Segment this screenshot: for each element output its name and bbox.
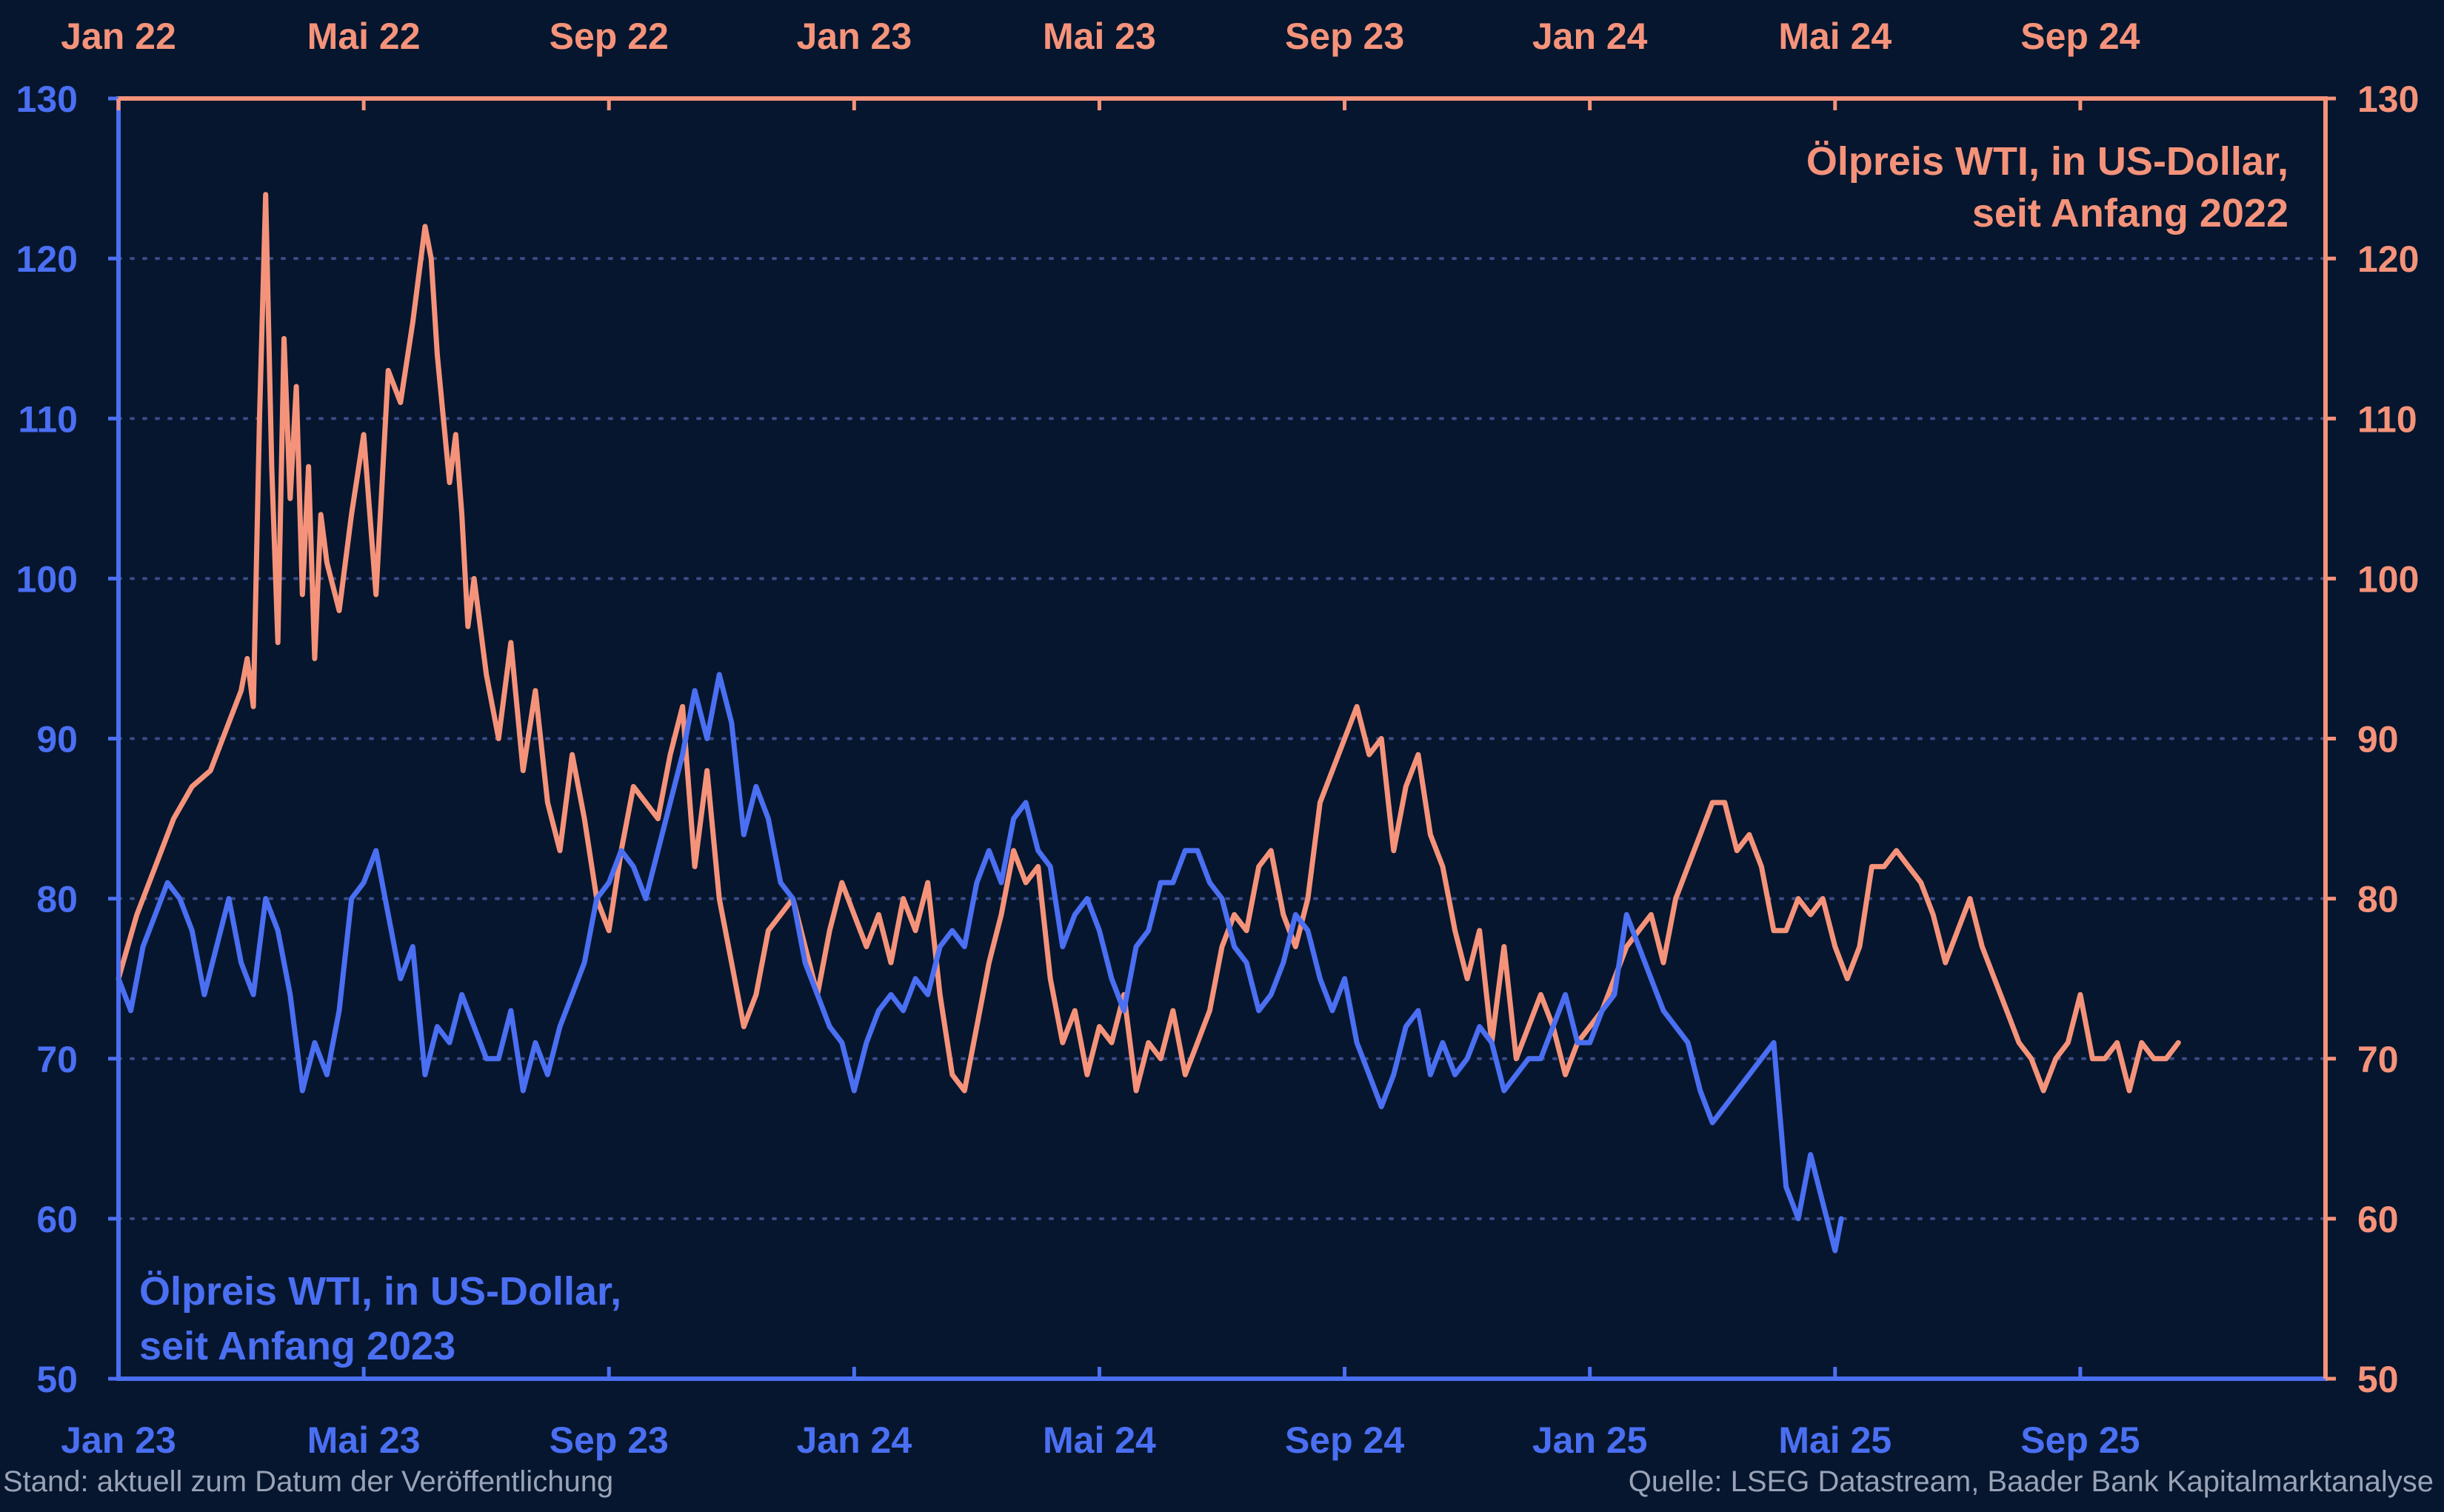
series-line-2022 (116, 192, 2181, 1094)
bottom-tick-label-1: Mai 23 (307, 1419, 421, 1461)
left-tick-label-120: 120 (16, 238, 78, 280)
axes (108, 96, 2336, 1381)
right-tick-label-80: 80 (2357, 879, 2399, 920)
left-tick-label-70: 70 (36, 1039, 78, 1080)
right-tick-label-50: 50 (2357, 1359, 2399, 1400)
right-tick-label-70: 70 (2357, 1039, 2399, 1080)
top-tick-label-3: Jan 23 (796, 16, 912, 57)
series-lines (116, 192, 2181, 1254)
top-tick-label-4: Mai 23 (1043, 16, 1156, 57)
left-tick-label-50: 50 (36, 1359, 78, 1400)
legend-2022-line-1: Ölpreis WTI, in US-Dollar, (1806, 139, 2288, 184)
series-line-2023 (116, 672, 1844, 1254)
left-tick-label-130: 130 (16, 78, 78, 120)
right-tick-label-90: 90 (2357, 719, 2399, 760)
bottom-tick-label-4: Mai 24 (1043, 1419, 1156, 1461)
tick-labels: 50 50 60 60 70 70 80 80 90 90 100 100 110 110 120 120 13… (16, 16, 2420, 1461)
top-tick-label-0: Jan 22 (61, 16, 176, 57)
footer-source: Quelle: LSEG Datastream, Baader Bank Kap… (1629, 1465, 2434, 1498)
legend-2022-line-2: seit Anfang 2022 (1972, 191, 2288, 235)
left-tick-label-110: 110 (18, 398, 78, 440)
legend-2023-line-1: Ölpreis WTI, in US-Dollar, (139, 1269, 621, 1314)
right-tick-label-110: 110 (2357, 398, 2417, 440)
bottom-tick-label-2: Sep 23 (550, 1419, 669, 1461)
top-tick-label-5: Sep 23 (1285, 16, 1404, 57)
bottom-tick-label-6: Jan 25 (1532, 1419, 1648, 1461)
right-tick-label-60: 60 (2357, 1199, 2399, 1240)
bottom-tick-label-3: Jan 24 (796, 1419, 912, 1461)
right-tick-label-100: 100 (2357, 558, 2419, 600)
top-tick-label-1: Mai 22 (307, 16, 421, 57)
right-tick-label-120: 120 (2357, 238, 2419, 280)
bottom-tick-label-7: Mai 25 (1778, 1419, 1892, 1461)
legend-2023-line-2: seit Anfang 2023 (139, 1324, 455, 1368)
top-tick-label-6: Jan 24 (1532, 16, 1648, 57)
left-tick-label-60: 60 (36, 1199, 78, 1240)
top-tick-label-8: Sep 24 (2020, 16, 2140, 57)
left-tick-label-90: 90 (36, 719, 78, 760)
right-tick-label-130: 130 (2357, 78, 2419, 120)
top-tick-label-2: Sep 22 (550, 16, 669, 57)
bottom-tick-label-0: Jan 23 (61, 1419, 176, 1461)
bottom-tick-label-8: Sep 25 (2020, 1419, 2140, 1461)
top-tick-label-7: Mai 24 (1778, 16, 1892, 57)
left-tick-label-100: 100 (16, 558, 78, 600)
left-tick-label-80: 80 (36, 879, 78, 920)
bottom-tick-label-5: Sep 24 (1285, 1419, 1404, 1461)
footer-stand: Stand: aktuell zum Datum der Veröffentli… (3, 1465, 613, 1498)
